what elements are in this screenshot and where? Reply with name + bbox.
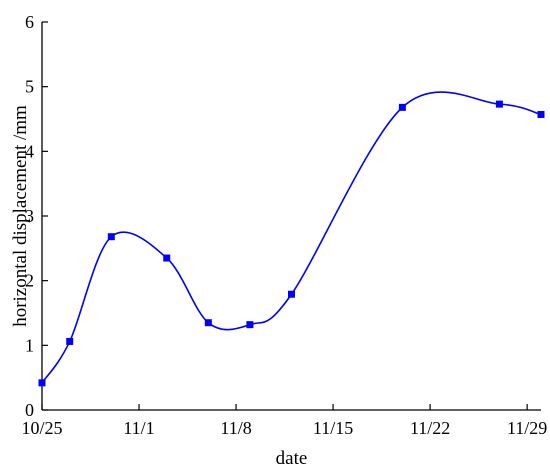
- series-line: [41, 91, 542, 384]
- data-point-marker: [66, 337, 74, 345]
- data-point-marker: [107, 233, 115, 241]
- x-tick-label: 11/22: [410, 418, 450, 438]
- data-point-marker: [246, 321, 254, 329]
- series-layer: [38, 91, 545, 387]
- x-tick-label: 11/1: [123, 418, 154, 438]
- y-tick-label: 2: [25, 271, 34, 291]
- axes: 0 1 2 3 4 5 6 10/25 11/1 11/8 11/15 11/22 11/29: [21, 12, 547, 438]
- y-tick-label: 4: [25, 141, 34, 161]
- data-point-marker: [495, 100, 503, 108]
- x-tick-label: 11/15: [313, 418, 353, 438]
- x-axis-title: date: [276, 448, 308, 469]
- data-point-marker: [398, 103, 406, 111]
- x-tick-label: 11/8: [220, 418, 251, 438]
- x-tick-label: 11/29: [507, 418, 547, 438]
- y-axis-title: horizontal displacement /mm: [10, 105, 31, 327]
- data-point-marker: [204, 319, 212, 327]
- y-tick-label: 6: [25, 12, 34, 32]
- y-tick-label: 0: [25, 400, 34, 420]
- data-point-marker: [288, 290, 295, 298]
- y-tick-label: 1: [25, 335, 34, 355]
- x-tick-label: 10/25: [21, 418, 62, 438]
- data-point-marker: [537, 110, 545, 118]
- data-point-marker: [163, 254, 171, 262]
- data-point-marker: [38, 379, 46, 387]
- y-tick-label: 5: [25, 77, 34, 97]
- y-tick-label: 3: [25, 206, 34, 226]
